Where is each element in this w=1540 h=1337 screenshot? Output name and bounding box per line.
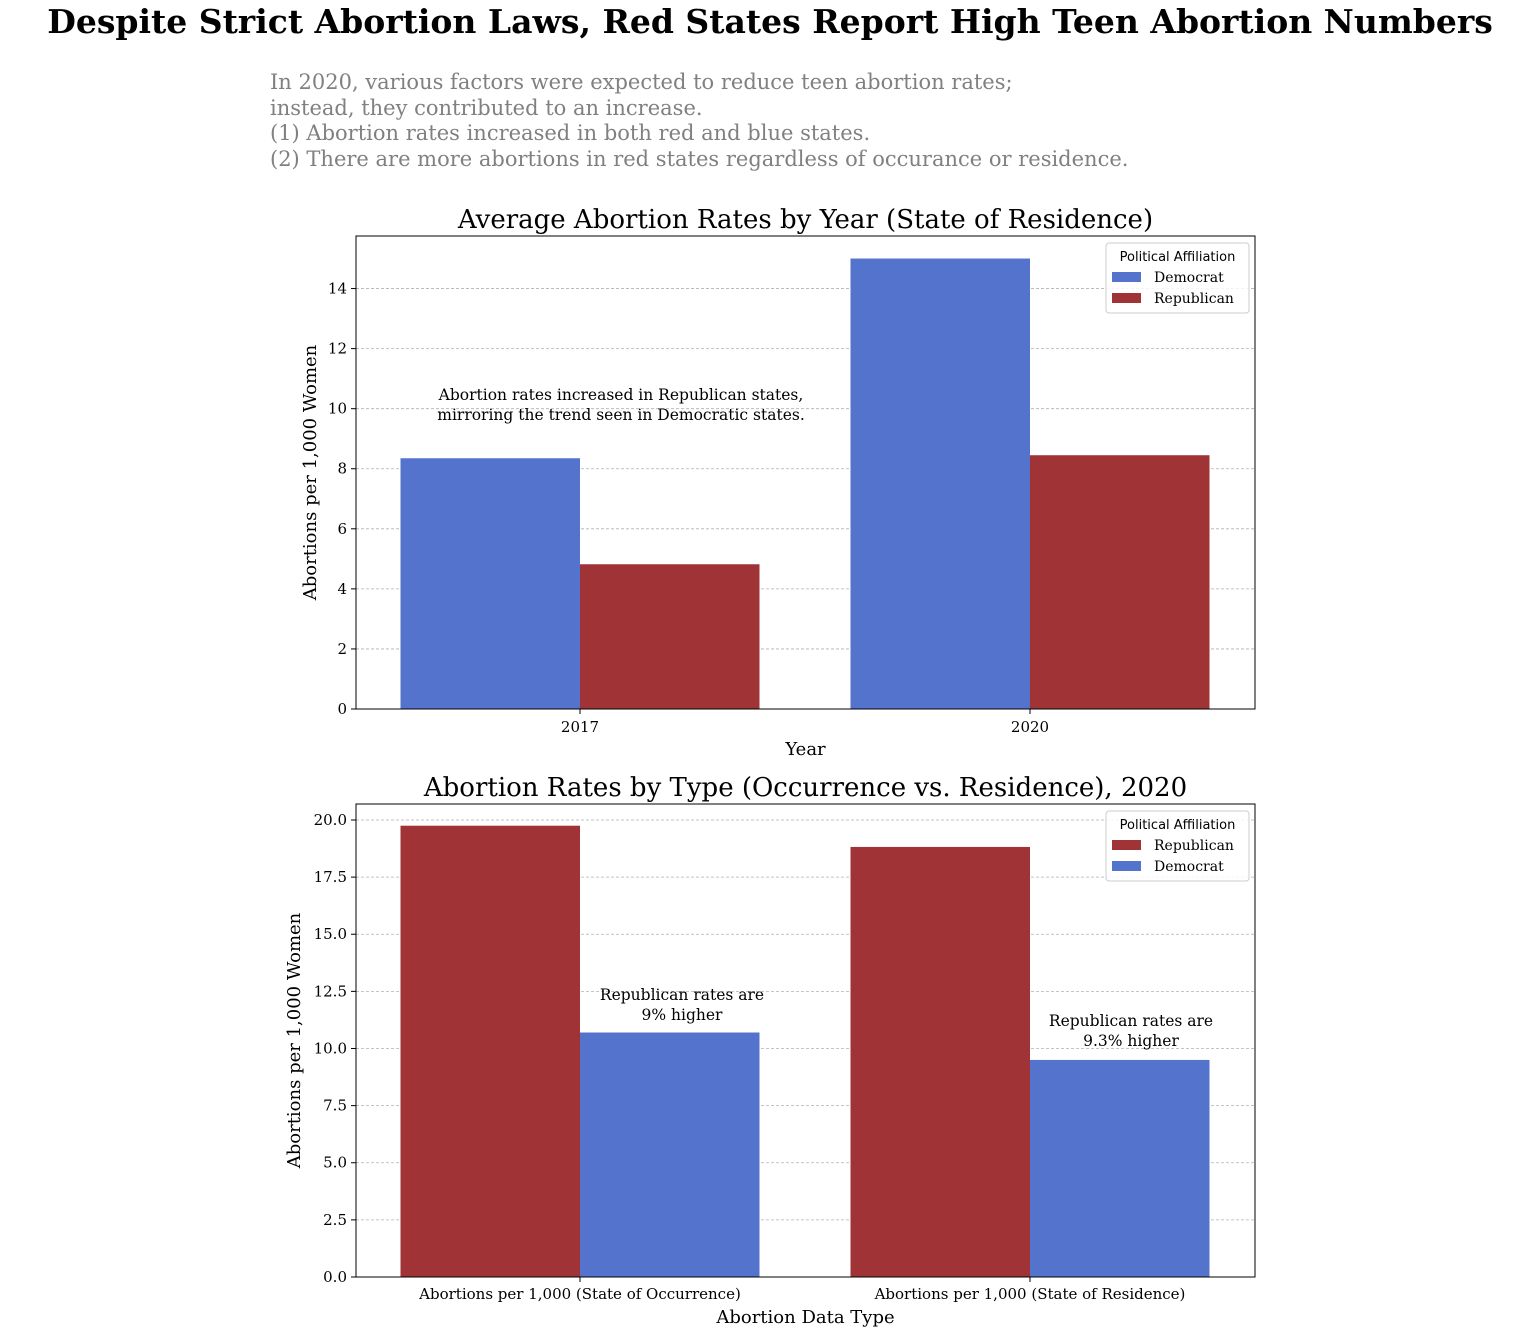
y-tick-label: 12.5: [314, 982, 347, 1000]
legend-swatch: [1112, 861, 1141, 871]
annotation-text: 9.3% higher: [1083, 1032, 1179, 1050]
legend-label: Republican: [1154, 291, 1234, 307]
annotation-text: 9% higher: [642, 1006, 724, 1024]
bar-republican-1: [580, 564, 760, 709]
plot-frame: [355, 803, 1256, 1278]
subtitle-line: (2) There are more abortions in red stat…: [270, 146, 1129, 171]
x-tick-label: 2017: [561, 718, 599, 736]
x-axis-title: Abortion Data Type: [715, 1307, 894, 1328]
y-tick-label: 12: [328, 340, 347, 358]
y-tick-label: 0: [337, 700, 347, 718]
bar-democrat-1: [400, 458, 580, 709]
bar-republican-2: [850, 846, 1030, 1277]
y-tick-label: 10.0: [314, 1039, 347, 1057]
y-tick-label: 2.5: [323, 1211, 347, 1229]
y-tick-label: 10: [328, 400, 347, 418]
annotation-text: mirroring the trend seen in Democratic s…: [437, 406, 805, 424]
y-tick-label: 4: [337, 580, 347, 598]
subtitle: In 2020, various factors were expected t…: [270, 70, 1128, 172]
y-tick-label: 0.0: [323, 1268, 347, 1286]
subtitle-line: (1) Abortion rates increased in both red…: [270, 121, 871, 145]
main-title: Despite Strict Abortion Laws, Red States…: [47, 2, 1493, 41]
legend-swatch: [1112, 840, 1141, 850]
legend-label: Republican: [1154, 838, 1234, 854]
x-tick-label: Abortions per 1,000 (State of Occurrence…: [418, 1285, 741, 1303]
y-tick-label: 17.5: [314, 868, 347, 886]
y-axis-title: Abortions per 1,000 Women: [300, 344, 321, 601]
y-tick-label: 15.0: [314, 925, 347, 943]
y-tick-label: 7.5: [323, 1097, 347, 1115]
y-tick-label: 6: [337, 520, 347, 538]
y-tick-label: 5.0: [323, 1154, 347, 1172]
panel-title: Average Abortion Rates by Year (State of…: [457, 205, 1153, 235]
x-axis-title: Year: [784, 739, 826, 760]
subtitle-line: instead, they contributed to an increase…: [270, 95, 703, 120]
x-tick-label: Abortions per 1,000 (State of Residence): [874, 1285, 1186, 1303]
y-tick-label: 8: [337, 460, 347, 478]
annotation-text: Republican rates are: [600, 986, 764, 1004]
annotation-text: Republican rates are: [1049, 1012, 1213, 1030]
y-axis-title: Abortions per 1,000 Women: [284, 912, 305, 1169]
chart-panel-2: 0.0 2.5 5.0 7.5 10.0 12.5 15.0 17.5 20.0 Abortion…: [284, 773, 1256, 1328]
y-tick-label: 20.0: [314, 811, 347, 829]
chart-panel-1: 0 2 4 6 8 10 12 14 2017 2020 Year Abortions per 1,0…: [300, 205, 1256, 760]
legend-swatch: [1112, 293, 1141, 303]
legend-label: Democrat: [1154, 859, 1224, 875]
legend-swatch: [1112, 272, 1141, 282]
legend-label: Democrat: [1154, 270, 1224, 286]
y-tick-label: 14: [328, 280, 347, 298]
legend: Political Affiliation Democrat Republican: [1105, 242, 1250, 314]
legend-title: Political Affiliation: [1120, 818, 1236, 833]
bar-democrat-2: [1030, 1059, 1210, 1277]
bar-republican-2: [1030, 455, 1210, 709]
bar-republican-1: [400, 825, 580, 1277]
legend-box: [1105, 242, 1250, 314]
plot-frame: [355, 235, 1256, 710]
panel-title: Abortion Rates by Type (Occurrence vs. R…: [423, 773, 1187, 803]
subtitle-line: In 2020, various factors were expected t…: [270, 70, 1013, 94]
bar-democrat-2: [850, 258, 1030, 709]
bar-democrat-1: [580, 1032, 760, 1277]
legend-box: [1105, 810, 1250, 882]
x-tick-label: 2020: [1011, 718, 1049, 736]
y-tick-label: 2: [337, 640, 347, 658]
legend-title: Political Affiliation: [1120, 250, 1236, 265]
legend: Political Affiliation Republican Democrat: [1105, 810, 1250, 882]
annotation-text: Abortion rates increased in Republican s…: [438, 386, 804, 404]
